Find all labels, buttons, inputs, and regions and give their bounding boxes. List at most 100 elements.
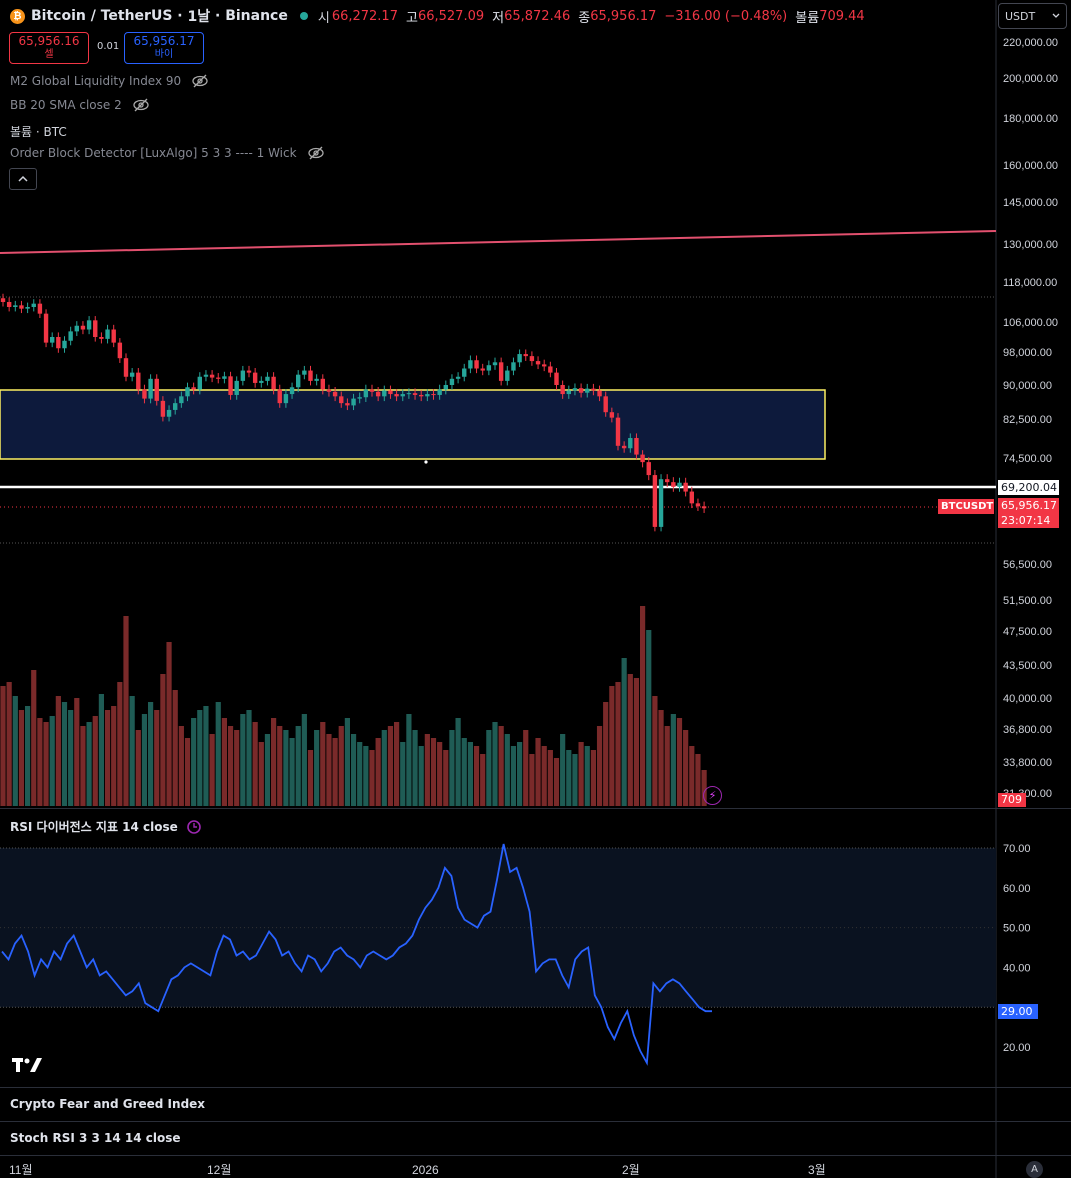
candle-body — [50, 337, 54, 343]
pane-separator[interactable] — [0, 1155, 1071, 1156]
volume-bar — [548, 750, 553, 806]
volume-bar — [425, 734, 430, 806]
candle-body — [136, 373, 140, 390]
candle-body — [437, 390, 441, 395]
candle-body — [296, 375, 300, 388]
price-axis-tick: 160,000.00 — [1003, 160, 1058, 172]
candle-body — [401, 394, 405, 396]
volume-bar — [148, 702, 153, 806]
eye-hidden-icon[interactable] — [191, 74, 209, 88]
candle-body — [351, 399, 355, 406]
candle-body — [585, 389, 589, 393]
candle-body — [542, 364, 546, 366]
candle-body — [382, 390, 386, 396]
volume-bar — [302, 714, 307, 806]
volume-bar — [646, 630, 651, 806]
volume-bar — [308, 750, 313, 806]
indicator-volume[interactable]: 볼륨 · BTC — [10, 123, 67, 140]
volume-bar — [369, 750, 374, 806]
candle-body — [517, 354, 521, 362]
candle-body — [19, 305, 23, 308]
volume-bar — [579, 742, 584, 806]
indicator-m2-liquidity[interactable]: M2 Global Liquidity Index 90 — [10, 74, 209, 88]
volume-bar — [314, 730, 319, 806]
candle-body — [308, 371, 312, 381]
buy-button[interactable]: 65,956.17 바이 — [124, 32, 204, 64]
candle-body — [265, 377, 269, 381]
sell-button[interactable]: 65,956.16 셀 — [9, 32, 89, 64]
candle-body — [333, 392, 337, 397]
volume-bar — [240, 714, 245, 806]
symbol-tag: BTCUSDT — [938, 499, 994, 514]
chart-canvas[interactable]: 220,000.00200,000.00180,000.00160,000.00… — [0, 0, 1071, 1178]
volume-bar — [517, 742, 522, 806]
candle-body — [634, 438, 638, 455]
volume-bar — [130, 696, 135, 806]
volume-bar — [228, 726, 233, 806]
candle-body — [204, 375, 208, 377]
candle-body — [222, 376, 226, 378]
volume-bar — [154, 710, 159, 806]
candle-body — [68, 331, 72, 340]
pane-separator[interactable] — [0, 808, 1071, 809]
volume-bar — [0, 686, 5, 806]
volume-bar — [351, 734, 356, 806]
indicator-order-block[interactable]: Order Block Detector [LuxAlgo] 5 3 3 ---… — [10, 146, 325, 160]
candle-body — [690, 492, 694, 504]
volume-bar — [105, 710, 110, 806]
auto-scale-button[interactable]: A — [1026, 1161, 1043, 1178]
volume-bar — [523, 730, 528, 806]
price-axis-tick: 118,000.00 — [1003, 277, 1057, 289]
candle-body — [93, 320, 97, 337]
candle-body — [32, 304, 36, 307]
volume-bar — [560, 734, 565, 806]
volume-bar — [468, 742, 473, 806]
volume-bar — [271, 718, 276, 806]
volume-bar — [56, 696, 61, 806]
volume-value: 709.44 — [819, 9, 865, 24]
candle-body — [228, 376, 232, 395]
candle-body — [431, 394, 435, 395]
candle-body — [499, 362, 503, 381]
rsi-pane-title[interactable]: RSI 다이버전스 지표 14 close — [10, 818, 202, 835]
candle-body — [481, 369, 485, 371]
candle-body — [284, 394, 288, 403]
exchange-label: Binance — [225, 8, 288, 24]
volume-bar — [572, 754, 577, 806]
indicator-bb[interactable]: BB 20 SMA close 2 — [10, 98, 150, 112]
candle-body — [370, 390, 374, 392]
candle-body — [548, 366, 552, 372]
candle-body — [683, 483, 687, 492]
candle-body — [456, 377, 460, 379]
volume-bar — [289, 738, 294, 806]
last-price-tag: 65,956.17 23:07:14 — [998, 498, 1059, 528]
stoch-rsi-pane-title[interactable]: Stoch RSI 3 3 14 14 close — [10, 1131, 181, 1145]
volume-bar — [628, 674, 633, 806]
price-axis-tick: 47,500.00 — [1003, 626, 1052, 638]
candle-body — [610, 412, 614, 417]
candle-body — [247, 371, 251, 373]
volume-bar — [591, 750, 596, 806]
candle-body — [81, 326, 85, 330]
candle-body — [616, 418, 620, 446]
lightning-icon[interactable]: ⚡ — [703, 786, 722, 805]
candle-body — [702, 506, 706, 508]
volume-bar — [117, 682, 122, 806]
pane-separator[interactable] — [0, 1087, 1071, 1088]
rsi-axis-tick: 50.00 — [1003, 923, 1031, 935]
eye-hidden-icon[interactable] — [307, 146, 325, 160]
pane-separator[interactable] — [0, 1121, 1071, 1122]
volume-bar — [80, 726, 85, 806]
volume-bar — [499, 726, 504, 806]
candle-body — [118, 343, 122, 359]
eye-hidden-icon[interactable] — [132, 98, 150, 112]
volume-bar — [68, 710, 73, 806]
refresh-icon[interactable] — [186, 819, 202, 835]
interval-label[interactable]: 1날 — [187, 6, 210, 26]
volume-bar — [19, 710, 24, 806]
collapse-legend-button[interactable] — [9, 168, 37, 190]
volume-bar — [689, 746, 694, 806]
symbol-name[interactable]: Bitcoin / TetherUS — [31, 8, 172, 24]
fear-greed-pane-title[interactable]: Crypto Fear and Greed Index — [10, 1097, 205, 1111]
currency-select[interactable]: USDT — [998, 3, 1067, 29]
